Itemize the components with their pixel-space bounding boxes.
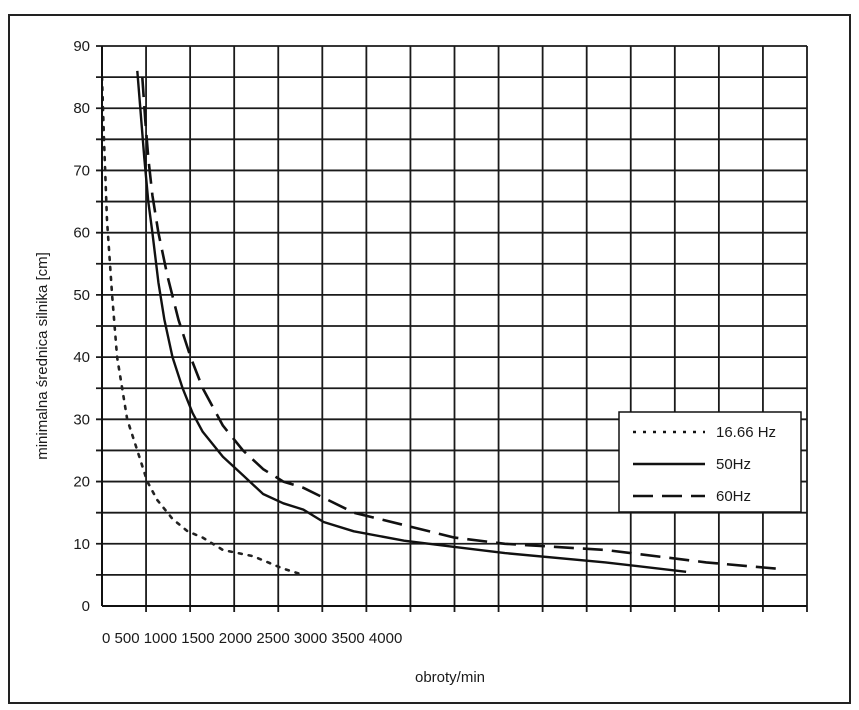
y-tick-label: 50 [73,287,90,304]
y-tick-label: 0 [82,598,90,615]
axes [101,46,807,607]
x-axis-title: obroty/min [415,669,485,686]
y-tick-label: 30 [73,411,90,428]
y-axis-title: minimalna średnica silnika [cm] [34,252,51,460]
y-tick-label: 90 [73,38,90,55]
series-line-dotted [102,75,305,577]
y-tick-label: 10 [73,536,90,553]
tick-labels: 0 10 20 30 40 50 60 70 80 90 [73,38,90,615]
y-tick-label: 70 [73,162,90,179]
legend-label: 60Hz [716,488,751,505]
y-tick-label: 40 [73,349,90,366]
legend-label: 50Hz [716,456,751,473]
legend: 16.66 Hz 50Hz 60Hz [618,411,802,513]
line-chart: 0 10 20 30 40 50 60 70 80 90 0 500 1000 1500 2000… [34,38,808,686]
x-tick-labels: 0 500 1000 1500 2000 2500 3000 3500 4000 [102,630,402,647]
chart-frame: 0 10 20 30 40 50 60 70 80 90 0 500 1000 1500 2000… [8,14,851,704]
y-tick-label: 20 [73,474,90,491]
grid [96,45,808,612]
y-tick-label: 80 [73,100,90,117]
legend-label: 16.66 Hz [716,424,776,441]
series-line-dashed [141,77,777,570]
y-tick-label: 60 [73,225,90,242]
series-line-solid [136,70,687,573]
series-layer [102,70,777,577]
